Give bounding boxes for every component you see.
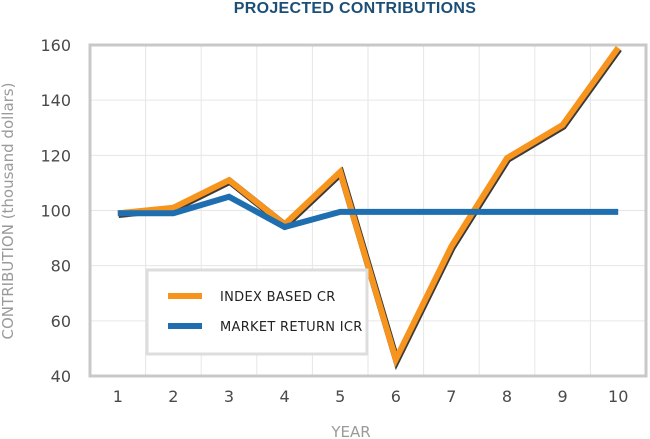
x-tick-label: 2	[168, 387, 178, 406]
x-axis-title: YEAR	[330, 423, 370, 439]
y-tick-label: 100	[40, 202, 71, 221]
x-tick-label: 7	[446, 387, 456, 406]
legend-box	[145, 268, 369, 356]
y-tick-labels: 40 60 80 100 120 140 160	[40, 36, 71, 386]
y-tick-label: 140	[40, 91, 71, 110]
y-axis-title: CONTRIBUTION (thousand dollars)	[0, 83, 17, 340]
chart-title: PROJECTED CONTRIBUTIONS	[233, 0, 477, 17]
series-lines	[117, 46, 622, 371]
axes	[88, 43, 648, 378]
x-tick-label: 9	[558, 387, 568, 406]
plot-frame	[88, 43, 648, 378]
y-tick-label: 120	[40, 146, 71, 165]
x-tick-label: 3	[224, 387, 234, 406]
x-tick-label: 6	[391, 387, 401, 406]
legend-label-market-return-icr: MARKET RETURN ICR	[220, 320, 363, 335]
x-tick-label: 1	[113, 387, 123, 406]
series-line-market-return-icr	[117, 193, 619, 231]
series-line-index-based-cr	[117, 46, 621, 368]
x-tick-label: 8	[502, 387, 512, 406]
x-tick-label: 5	[335, 387, 345, 406]
legend-label-index-based-cr: INDEX BASED CR	[220, 290, 336, 305]
y-tick-label: 160	[40, 36, 71, 55]
y-tick-label: 60	[51, 312, 71, 331]
x-tick-label: 4	[280, 387, 290, 406]
y-tick-label: 80	[51, 257, 71, 276]
legend: INDEX BASED CR MARKET RETURN ICR	[145, 268, 369, 356]
y-tick-label: 40	[51, 367, 71, 386]
x-tick-labels: 1 2 3 4 5 6 7 8 9 10	[113, 387, 629, 406]
x-tick-label: 10	[608, 387, 628, 406]
